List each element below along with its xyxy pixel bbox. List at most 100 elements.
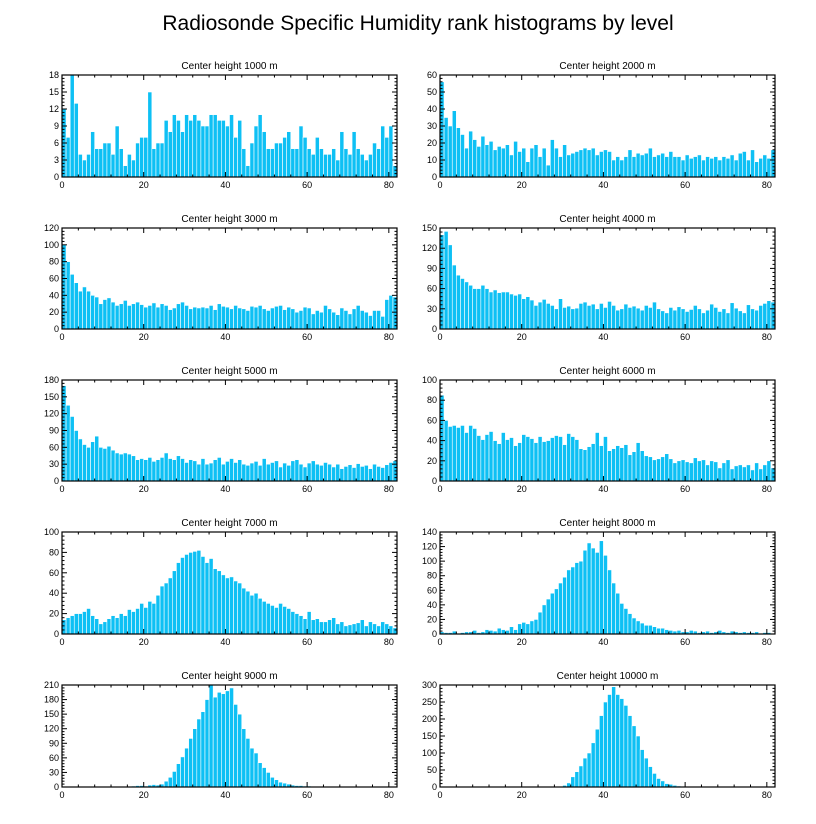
bar	[184, 747, 189, 788]
bar	[265, 310, 271, 330]
panel-title: Center height 6000 m	[559, 366, 655, 377]
bar	[607, 694, 612, 788]
bar	[188, 552, 194, 635]
bar	[159, 585, 165, 635]
bar	[364, 625, 369, 635]
bar	[607, 151, 612, 178]
bar	[574, 562, 580, 635]
bar	[323, 305, 328, 330]
panel-title: Center height 7000 m	[181, 518, 277, 529]
bar	[127, 609, 132, 635]
bar	[278, 305, 283, 330]
bar	[69, 416, 75, 482]
bar	[306, 148, 312, 178]
bar	[541, 441, 547, 482]
bar	[143, 607, 149, 635]
y-tick-label: 60	[427, 70, 437, 80]
bar	[135, 142, 140, 178]
bar	[660, 456, 665, 482]
bar	[656, 458, 661, 482]
bar	[537, 611, 543, 635]
bar	[143, 459, 149, 482]
bar	[656, 308, 661, 330]
bar	[372, 142, 377, 178]
bar	[554, 435, 559, 482]
bar	[480, 135, 486, 178]
plot-frame	[61, 684, 398, 788]
panel-title: Center height 3000 m	[181, 214, 277, 225]
panel-title: Center height 2000 m	[559, 61, 655, 72]
bar	[701, 312, 706, 330]
bar	[98, 447, 104, 482]
bar	[746, 464, 751, 482]
bar	[110, 301, 116, 330]
bar	[627, 613, 633, 635]
bar	[359, 310, 365, 330]
bar	[533, 442, 539, 482]
bar	[631, 305, 637, 330]
bar	[118, 148, 124, 178]
bar	[278, 142, 283, 178]
y-tick-label: 0	[432, 476, 437, 486]
x-tick-label: 20	[517, 180, 527, 190]
bar	[388, 125, 394, 178]
bar	[697, 308, 702, 330]
y-tick-label: 10	[427, 155, 437, 165]
x-tick-label: 60	[302, 790, 312, 800]
bar	[200, 458, 206, 482]
bar	[364, 464, 369, 482]
bar	[163, 780, 169, 788]
bar	[343, 466, 349, 482]
bar	[615, 309, 621, 330]
bar	[131, 611, 136, 635]
bar	[380, 467, 386, 482]
bar	[388, 462, 394, 482]
x-tick-label: 40	[598, 180, 608, 190]
bar	[496, 627, 502, 635]
bar	[216, 457, 222, 482]
bar	[762, 154, 768, 178]
bar	[525, 436, 531, 482]
bar	[664, 629, 670, 635]
bar	[672, 309, 678, 330]
bar	[484, 288, 490, 330]
bar	[488, 141, 494, 178]
bar	[327, 619, 332, 635]
bar	[627, 454, 633, 482]
bar	[151, 603, 157, 635]
bar	[635, 735, 641, 788]
bar	[335, 314, 341, 330]
bar	[578, 149, 584, 178]
bar	[705, 464, 710, 482]
bar	[343, 148, 349, 178]
bar	[500, 291, 506, 330]
x-tick-label: 0	[59, 484, 64, 494]
bar	[265, 603, 271, 635]
bar	[554, 147, 559, 178]
bar	[484, 144, 490, 178]
x-tick-label: 0	[437, 637, 442, 647]
bar	[180, 301, 185, 330]
bar	[265, 772, 271, 788]
bar	[672, 156, 678, 178]
bar	[460, 134, 465, 178]
bar	[492, 440, 498, 482]
y-tick-label: 140	[422, 527, 437, 537]
bar	[200, 711, 206, 788]
bar	[521, 434, 527, 482]
x-tick-label: 20	[139, 637, 149, 647]
bar	[233, 580, 238, 635]
bar	[229, 687, 234, 788]
bar	[578, 765, 584, 788]
bar	[599, 715, 604, 788]
y-tick-label: 30	[49, 459, 59, 469]
bar	[200, 306, 206, 330]
bar	[172, 114, 177, 178]
bar	[327, 308, 332, 330]
bar	[355, 463, 361, 482]
panel-3: Center height 3000 m 0 20 40 60 80 0 20 40 60 80 10…	[44, 214, 398, 342]
x-tick-label: 40	[598, 484, 608, 494]
bar	[127, 305, 132, 330]
bar	[200, 556, 206, 635]
y-tick-label: 100	[44, 527, 59, 537]
